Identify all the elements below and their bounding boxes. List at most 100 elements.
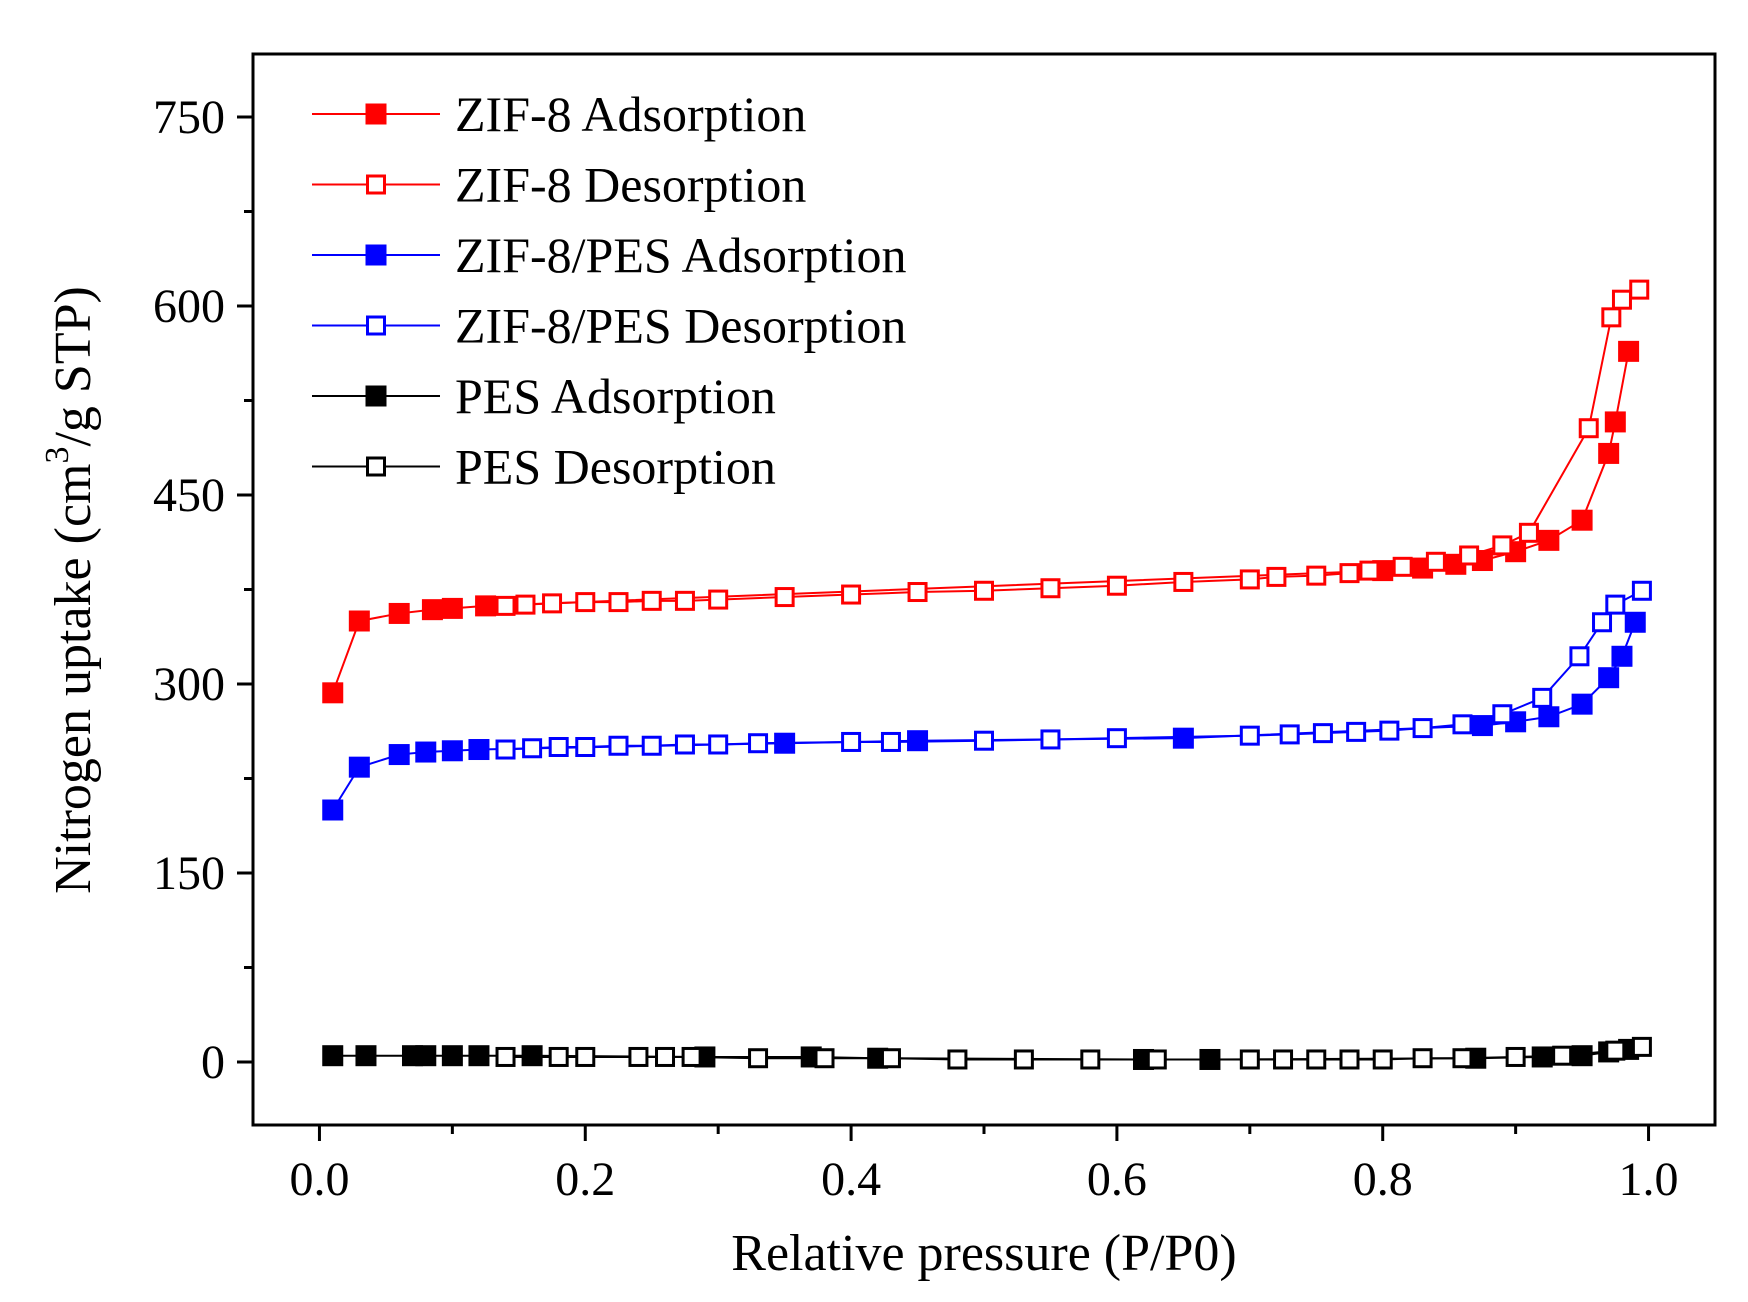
series-3-point-13 bbox=[1106, 728, 1127, 749]
series-1-point-9 bbox=[1359, 560, 1380, 581]
series-0-point-1 bbox=[348, 610, 370, 632]
series-1-point-18 bbox=[907, 582, 928, 603]
series-4-point-13 bbox=[1531, 1046, 1553, 1068]
series-3-point-15 bbox=[974, 730, 994, 751]
series-3-point-26 bbox=[495, 739, 516, 760]
axis-tick-labels: 0.0 0.2 0.4 0.6 0.8 1.0 0 150 300 450 600 750 bbox=[153, 91, 1679, 1206]
y-axis-label: Nitrogen uptake (cm3/g STP) bbox=[39, 286, 102, 894]
series-1-point-27 bbox=[515, 594, 536, 615]
series-1-point-26 bbox=[542, 593, 563, 614]
series-4-point-5 bbox=[468, 1045, 490, 1067]
series-1-point-14 bbox=[1173, 571, 1194, 592]
series-4-point-6 bbox=[521, 1045, 543, 1067]
legend-label-1: ZIF-8 Desorption bbox=[455, 157, 806, 213]
series-3-point-18 bbox=[748, 733, 769, 754]
series-3-point-9 bbox=[1346, 721, 1367, 742]
legend: ZIF-8 Adsorption ZIF-8 Desorption ZIF-8/PE… bbox=[312, 86, 906, 495]
series-5-point-0 bbox=[1631, 1036, 1652, 1057]
series-3-point-19 bbox=[708, 734, 729, 755]
series-0-point-4 bbox=[441, 597, 463, 619]
series-1-point-5 bbox=[1492, 535, 1513, 556]
series-2-point-1 bbox=[348, 756, 370, 778]
series-3-point-14 bbox=[1040, 729, 1061, 750]
series-0-point-3 bbox=[421, 599, 443, 621]
series-4-point-3 bbox=[415, 1045, 437, 1067]
series-5-point-2 bbox=[1552, 1045, 1573, 1066]
series-1-point-3 bbox=[1578, 418, 1599, 439]
series-0-point-15 bbox=[1618, 340, 1640, 362]
series-5-point-1 bbox=[1605, 1040, 1626, 1061]
series-2-point-15 bbox=[1624, 611, 1646, 633]
series-4-point-1 bbox=[355, 1045, 377, 1067]
series-3-point-16 bbox=[880, 731, 901, 752]
series-1-point-16 bbox=[1040, 578, 1061, 599]
y-axis-label-unit: /g STP) bbox=[45, 286, 102, 446]
series-2-point-4 bbox=[441, 740, 463, 762]
legend-marker-3 bbox=[366, 315, 386, 336]
series-2-point-8 bbox=[1172, 727, 1194, 749]
series-3-point-21 bbox=[641, 735, 662, 756]
y-tick-label-3: 450 bbox=[153, 469, 225, 522]
series-1-point-28 bbox=[495, 595, 516, 616]
series-0-point-0 bbox=[322, 682, 344, 704]
series-1-point-15 bbox=[1106, 575, 1127, 596]
series-3-point-2 bbox=[1592, 612, 1613, 633]
series-3-point-20 bbox=[674, 734, 695, 755]
series-2-point-0 bbox=[322, 799, 344, 821]
legend-marker-1 bbox=[366, 174, 386, 195]
legend-label-0: ZIF-8 Adsorption bbox=[455, 86, 806, 142]
series-3-point-22 bbox=[608, 735, 629, 756]
series-5-point-15 bbox=[880, 1048, 901, 1069]
series-3-point-10 bbox=[1312, 723, 1333, 744]
series-4-point-11 bbox=[1199, 1048, 1221, 1070]
series-3-point-3 bbox=[1569, 646, 1590, 667]
y-tick-label-1: 150 bbox=[153, 847, 225, 900]
x-tick-label-2: 0.4 bbox=[821, 1153, 881, 1206]
series-3-point-23 bbox=[575, 737, 596, 757]
x-tick-label-3: 0.6 bbox=[1087, 1153, 1147, 1206]
series-5-point-7 bbox=[1339, 1049, 1360, 1070]
series-2-point-7 bbox=[907, 730, 929, 752]
y-tick-label-4: 600 bbox=[153, 280, 225, 333]
series-3-point-4 bbox=[1532, 687, 1553, 708]
series-2-point-6 bbox=[774, 732, 796, 754]
x-tick-label-0: 0.0 bbox=[289, 1153, 349, 1206]
legend-label-3: ZIF-8/PES Desorption bbox=[455, 298, 906, 354]
legend-label-2: ZIF-8/PES Adsorption bbox=[455, 227, 906, 283]
series-5-point-16 bbox=[814, 1048, 835, 1069]
legend-label-5: PES Desorption bbox=[455, 439, 776, 495]
series-1-point-12 bbox=[1266, 566, 1287, 587]
series-2-point-5 bbox=[468, 739, 490, 761]
series-2-point-2 bbox=[388, 744, 410, 766]
series-1-point-23 bbox=[641, 590, 662, 611]
y-axis-label-main: Nitrogen uptake (cm bbox=[45, 464, 102, 894]
y-tick-label-5: 750 bbox=[153, 91, 225, 144]
series-1-point-13 bbox=[1239, 569, 1260, 590]
series-3-point-11 bbox=[1279, 724, 1300, 745]
series-0-point-12 bbox=[1571, 509, 1593, 531]
series-2-point-13 bbox=[1598, 667, 1620, 689]
legend-marker-2 bbox=[365, 244, 387, 266]
series-3-point-0 bbox=[1631, 580, 1652, 601]
series-1-point-22 bbox=[674, 590, 695, 611]
series-5-point-12 bbox=[1080, 1049, 1101, 1070]
series-5-point-19 bbox=[655, 1046, 676, 1067]
series-1-point-10 bbox=[1339, 563, 1360, 584]
series-1-point-1 bbox=[1611, 289, 1632, 310]
series-2-point-14 bbox=[1611, 645, 1633, 667]
axis-ticks bbox=[237, 115, 1651, 1141]
series-1-point-8 bbox=[1392, 556, 1413, 577]
series-3-point-24 bbox=[548, 737, 569, 757]
series-5-point-9 bbox=[1273, 1049, 1294, 1070]
series-2-point-3 bbox=[415, 741, 437, 763]
series-3-point-1 bbox=[1605, 594, 1626, 615]
x-tick-label-4: 0.8 bbox=[1353, 1153, 1413, 1206]
series-5-point-14 bbox=[947, 1049, 968, 1070]
series-1-point-2 bbox=[1601, 307, 1622, 328]
series-line-2 bbox=[331, 621, 1637, 811]
series-0-point-14 bbox=[1604, 411, 1626, 433]
series-5-point-17 bbox=[748, 1048, 769, 1069]
legend-marker-4 bbox=[365, 385, 387, 407]
series-4-point-14 bbox=[1571, 1045, 1593, 1067]
